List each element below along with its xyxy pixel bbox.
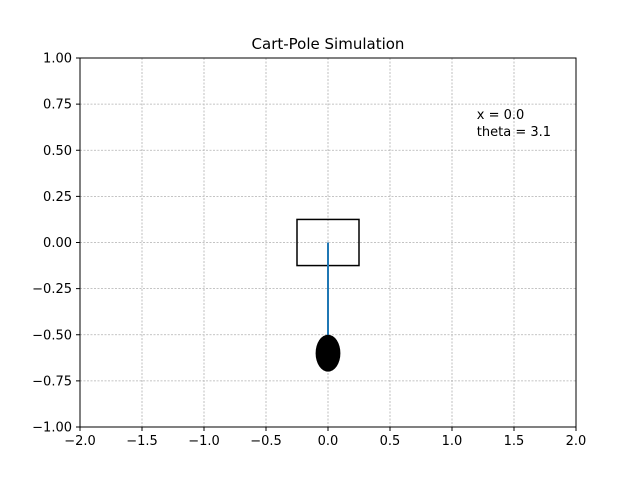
x-tick-label: 1.0	[442, 434, 463, 449]
y-tick-label: 0.50	[43, 144, 72, 159]
x-tick-label: −0.5	[250, 434, 282, 449]
x-tick-label: 1.5	[504, 434, 525, 449]
x-tick-label: 0.5	[380, 434, 401, 449]
chart-title: Cart-Pole Simulation	[252, 35, 405, 53]
x-tick-label: −1.5	[126, 434, 158, 449]
y-tick-label: −1.00	[32, 421, 72, 436]
x-tick-label: 2.0	[566, 434, 587, 449]
y-tick-label: 0.75	[43, 98, 72, 113]
y-tick-label: −0.75	[32, 374, 72, 389]
y-tick-label: −0.50	[32, 328, 72, 343]
x-tick-label: −1.0	[188, 434, 220, 449]
plot-marks	[296, 218, 360, 372]
x-tick-label: −2.0	[64, 434, 96, 449]
annotation-line: theta = 3.1	[477, 125, 551, 140]
x-tick-label: 0.0	[318, 434, 339, 449]
y-tick-label: 1.00	[43, 52, 72, 67]
state-annotation: x = 0.0 theta = 3.1	[477, 108, 551, 140]
y-tick-label: 0.00	[43, 236, 72, 251]
annotation-line: x = 0.0	[477, 108, 525, 123]
y-tick-label: 0.25	[43, 190, 72, 205]
ticks: −2.0 −1.5 −1.0 −0.5 0.0 0.5 1.0 1.5 2.0 −1.00 −0.7…	[32, 52, 586, 450]
pole-bob	[315, 334, 341, 372]
y-tick-label: −0.25	[32, 282, 72, 297]
